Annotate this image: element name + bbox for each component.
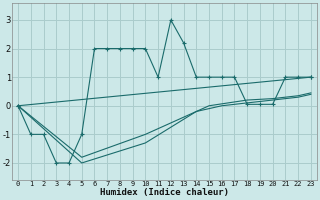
X-axis label: Humidex (Indice chaleur): Humidex (Indice chaleur) — [100, 188, 229, 197]
